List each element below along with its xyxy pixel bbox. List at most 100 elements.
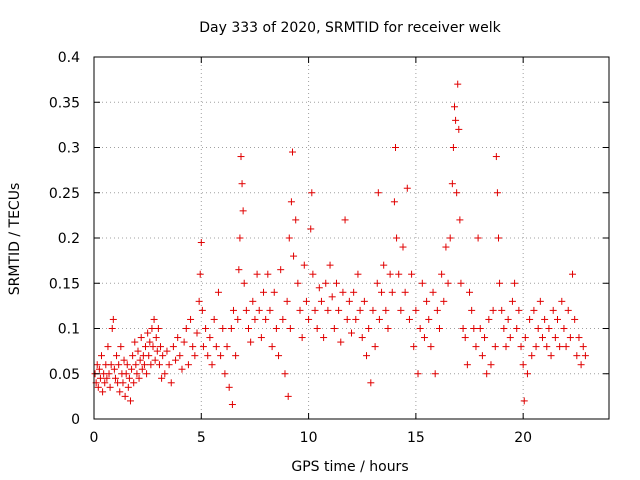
data-point — [410, 343, 418, 351]
data-point — [435, 325, 443, 332]
data-point — [184, 361, 192, 369]
data-point — [414, 370, 422, 378]
data-point — [270, 288, 278, 296]
data-point — [165, 361, 173, 369]
data-point — [313, 325, 321, 332]
data-point — [115, 361, 123, 369]
data-point — [239, 207, 247, 215]
data-point — [536, 297, 544, 305]
data-point — [159, 352, 167, 360]
data-point — [292, 216, 300, 224]
data-point — [137, 334, 145, 342]
data-point — [461, 334, 469, 342]
data-point — [107, 361, 115, 369]
data-point — [401, 288, 409, 296]
data-point — [485, 315, 493, 323]
data-point — [526, 315, 534, 323]
data-point — [444, 279, 452, 287]
data-point — [135, 374, 143, 382]
data-point — [195, 297, 203, 305]
data-point — [405, 315, 413, 323]
data-point — [397, 306, 405, 314]
data-point — [532, 343, 540, 351]
data-point — [122, 370, 130, 378]
data-point — [420, 334, 428, 342]
data-point — [506, 334, 514, 342]
data-point — [296, 306, 304, 314]
data-point — [217, 352, 225, 360]
data-point — [109, 315, 117, 323]
data-point — [494, 234, 502, 242]
data-point — [125, 374, 133, 382]
data-point — [94, 383, 102, 391]
data-point — [95, 365, 103, 373]
data-point — [399, 243, 407, 251]
data-point — [395, 270, 403, 278]
data-point — [149, 343, 157, 351]
data-point — [147, 361, 155, 369]
data-point — [517, 343, 525, 351]
data-point — [204, 352, 212, 360]
data-point — [148, 325, 156, 332]
data-point — [99, 388, 107, 396]
data-point — [272, 325, 280, 332]
data-point — [474, 234, 482, 242]
data-point — [446, 234, 454, 242]
data-point — [121, 392, 129, 400]
data-point — [554, 315, 561, 323]
data-point — [528, 352, 536, 360]
data-point — [283, 297, 291, 305]
data-point — [108, 325, 116, 332]
data-point — [140, 361, 148, 369]
data-point — [133, 370, 141, 378]
data-point — [229, 306, 237, 314]
y-tick-label: 0.3 — [58, 141, 80, 157]
data-point — [571, 315, 579, 323]
data-point — [504, 315, 512, 323]
data-point — [227, 325, 235, 332]
data-point — [251, 315, 259, 323]
data-point — [210, 315, 218, 323]
data-point — [566, 334, 574, 342]
data-point — [309, 270, 317, 278]
y-tick-label: 0.15 — [49, 276, 80, 292]
data-point — [382, 306, 390, 314]
data-point — [221, 370, 229, 378]
data-point — [129, 352, 137, 360]
data-point — [470, 325, 478, 332]
data-point — [161, 370, 169, 378]
data-point — [511, 279, 519, 287]
data-point — [287, 198, 295, 206]
data-point — [581, 352, 589, 360]
data-point — [202, 325, 210, 332]
data-point — [577, 361, 585, 369]
data-point — [354, 270, 362, 278]
data-point — [315, 284, 323, 292]
x-axis-label: GPS time / hours — [291, 459, 408, 475]
data-point — [492, 153, 500, 161]
data-point — [302, 297, 310, 305]
data-point — [281, 370, 289, 378]
data-point — [449, 144, 457, 151]
data-point — [330, 325, 338, 332]
data-point — [388, 288, 396, 296]
data-point — [106, 383, 114, 391]
data-point — [556, 343, 564, 351]
data-point — [119, 379, 127, 387]
data-point — [199, 343, 207, 351]
data-point — [134, 347, 142, 355]
data-point — [457, 279, 465, 287]
data-point — [146, 338, 154, 346]
data-point — [472, 343, 480, 351]
data-point — [352, 315, 360, 323]
data-point — [498, 306, 506, 314]
data-point — [374, 189, 382, 197]
data-point — [245, 325, 252, 332]
data-point — [96, 374, 104, 382]
y-axis-label: SRMTID / TECUs — [7, 183, 23, 296]
data-point — [575, 334, 583, 342]
data-point — [476, 325, 484, 332]
data-point — [208, 361, 216, 369]
data-point — [356, 306, 364, 314]
data-point — [350, 288, 358, 296]
